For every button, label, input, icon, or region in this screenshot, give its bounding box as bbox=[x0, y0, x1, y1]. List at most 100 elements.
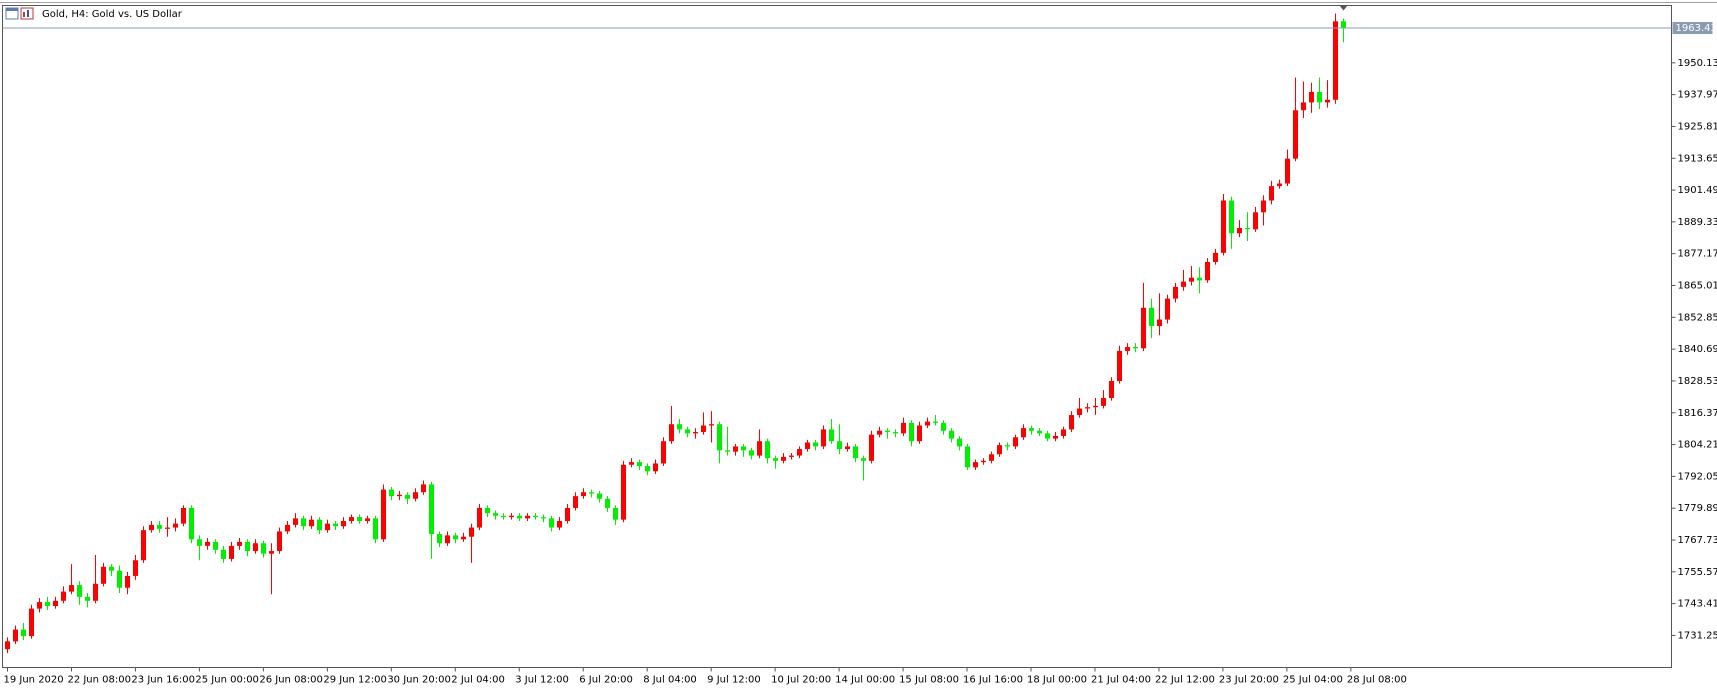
candle-body bbox=[789, 455, 794, 457]
x-tick-label: 15 Jul 08:00 bbox=[899, 675, 959, 686]
candle-body bbox=[1269, 186, 1274, 201]
candle-body bbox=[149, 524, 154, 531]
candle-body bbox=[1325, 99, 1330, 103]
candle-body bbox=[205, 541, 210, 546]
price-label: 1963.43 bbox=[1676, 23, 1717, 34]
x-tick-label: 23 Jul 20:00 bbox=[1219, 675, 1279, 686]
candle-body bbox=[1085, 407, 1090, 409]
candle-body bbox=[709, 424, 714, 426]
candle-body bbox=[877, 430, 882, 435]
y-tick-label: 1913.65 bbox=[1678, 153, 1717, 164]
candle-body bbox=[333, 523, 338, 527]
candle-body bbox=[157, 524, 162, 529]
candle-body bbox=[621, 464, 626, 520]
candle-body bbox=[1253, 212, 1258, 230]
candle-body bbox=[365, 518, 370, 521]
y-tick-label: 1792.05 bbox=[1678, 471, 1717, 482]
candle-body bbox=[637, 462, 642, 467]
candle-body bbox=[77, 585, 82, 597]
candle-body bbox=[461, 536, 466, 540]
candle-body bbox=[797, 449, 802, 456]
candle-body bbox=[717, 424, 722, 451]
candle-body bbox=[669, 424, 674, 442]
y-tick-label: 1828.53 bbox=[1678, 376, 1717, 387]
candle-body bbox=[389, 489, 394, 497]
candle-body bbox=[949, 430, 954, 439]
x-tick-label: 25 Jun 00:00 bbox=[195, 675, 259, 686]
candle-body bbox=[213, 541, 218, 550]
candle-body bbox=[613, 507, 618, 520]
candle-body bbox=[373, 518, 378, 540]
candle-body bbox=[925, 421, 930, 426]
candle-body bbox=[1133, 347, 1138, 349]
candle-body bbox=[1197, 277, 1202, 281]
candle-body bbox=[597, 493, 602, 499]
candle-body bbox=[1101, 398, 1106, 406]
candle-body bbox=[1125, 347, 1130, 351]
x-tick-label: 18 Jul 00:00 bbox=[1027, 675, 1087, 686]
candle-body bbox=[1333, 21, 1338, 100]
candle-body bbox=[725, 450, 730, 452]
candle-body bbox=[1181, 281, 1186, 287]
candle-body bbox=[13, 629, 18, 642]
candle-body bbox=[165, 527, 170, 529]
candle-body bbox=[1029, 428, 1034, 431]
x-tick-label: 14 Jul 00:00 bbox=[835, 675, 895, 686]
candle-body bbox=[261, 543, 266, 554]
x-tick-label: 26 Jun 08:00 bbox=[259, 675, 323, 686]
candle-body bbox=[1117, 350, 1122, 382]
price-label-box bbox=[1672, 22, 1713, 35]
candle-body bbox=[933, 421, 938, 423]
x-tick-label: 30 Jun 20:00 bbox=[387, 675, 451, 686]
candle-body bbox=[605, 498, 610, 508]
candle-body bbox=[197, 539, 202, 546]
candle-body bbox=[101, 566, 106, 584]
candle-body bbox=[1221, 200, 1226, 253]
candle-body bbox=[5, 641, 10, 650]
x-tick-label: 22 Jun 08:00 bbox=[67, 675, 131, 686]
candle-body bbox=[1149, 307, 1154, 327]
candle-body bbox=[109, 566, 114, 571]
candle-body bbox=[1245, 227, 1250, 230]
candle-body bbox=[1205, 261, 1210, 281]
y-tick-label: 1804.21 bbox=[1678, 440, 1717, 451]
candle-body bbox=[125, 575, 130, 588]
x-tick-label: 19 Jun 2020 bbox=[3, 675, 63, 686]
candle-body bbox=[517, 515, 522, 519]
candle-body bbox=[1261, 200, 1266, 213]
candle-body bbox=[525, 515, 530, 519]
candle-body bbox=[173, 523, 178, 528]
candle-body bbox=[277, 531, 282, 552]
candle-body bbox=[437, 534, 442, 544]
candle-body bbox=[685, 429, 690, 434]
candle-body bbox=[285, 524, 290, 532]
x-tick-label: 10 Jul 20:00 bbox=[771, 675, 831, 686]
candle-body bbox=[557, 520, 562, 528]
candle-body bbox=[1061, 429, 1066, 436]
candle-body bbox=[325, 523, 330, 531]
candle-body bbox=[1037, 430, 1042, 434]
y-tick-label: 1937.97 bbox=[1678, 90, 1717, 101]
candle-body bbox=[1165, 298, 1170, 320]
y-tick-label: 1816.37 bbox=[1678, 408, 1717, 419]
candle-body bbox=[749, 450, 754, 456]
candle-body bbox=[653, 463, 658, 472]
candle-body bbox=[293, 518, 298, 525]
x-tick-label: 23 Jun 16:00 bbox=[131, 675, 195, 686]
candle-body bbox=[181, 507, 186, 524]
y-tick-label: 1840.69 bbox=[1678, 344, 1717, 355]
candle-body bbox=[269, 551, 274, 554]
candle-body bbox=[1021, 428, 1026, 438]
candle-body bbox=[253, 543, 258, 552]
candle-body bbox=[1157, 319, 1162, 327]
x-tick-label: 29 Jun 12:00 bbox=[323, 675, 387, 686]
candle-body bbox=[885, 430, 890, 433]
x-tick-label: 28 Jul 08:00 bbox=[1347, 675, 1407, 686]
candle-body bbox=[693, 432, 698, 434]
candle-body bbox=[189, 507, 194, 540]
candle-body bbox=[341, 520, 346, 527]
x-tick-label: 16 Jul 16:00 bbox=[963, 675, 1023, 686]
candle-body bbox=[117, 570, 122, 588]
candle-body bbox=[773, 458, 778, 461]
candle-body bbox=[1285, 158, 1290, 184]
